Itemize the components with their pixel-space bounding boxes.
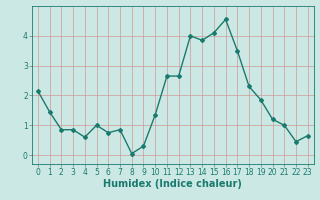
X-axis label: Humidex (Indice chaleur): Humidex (Indice chaleur) [103, 179, 242, 189]
